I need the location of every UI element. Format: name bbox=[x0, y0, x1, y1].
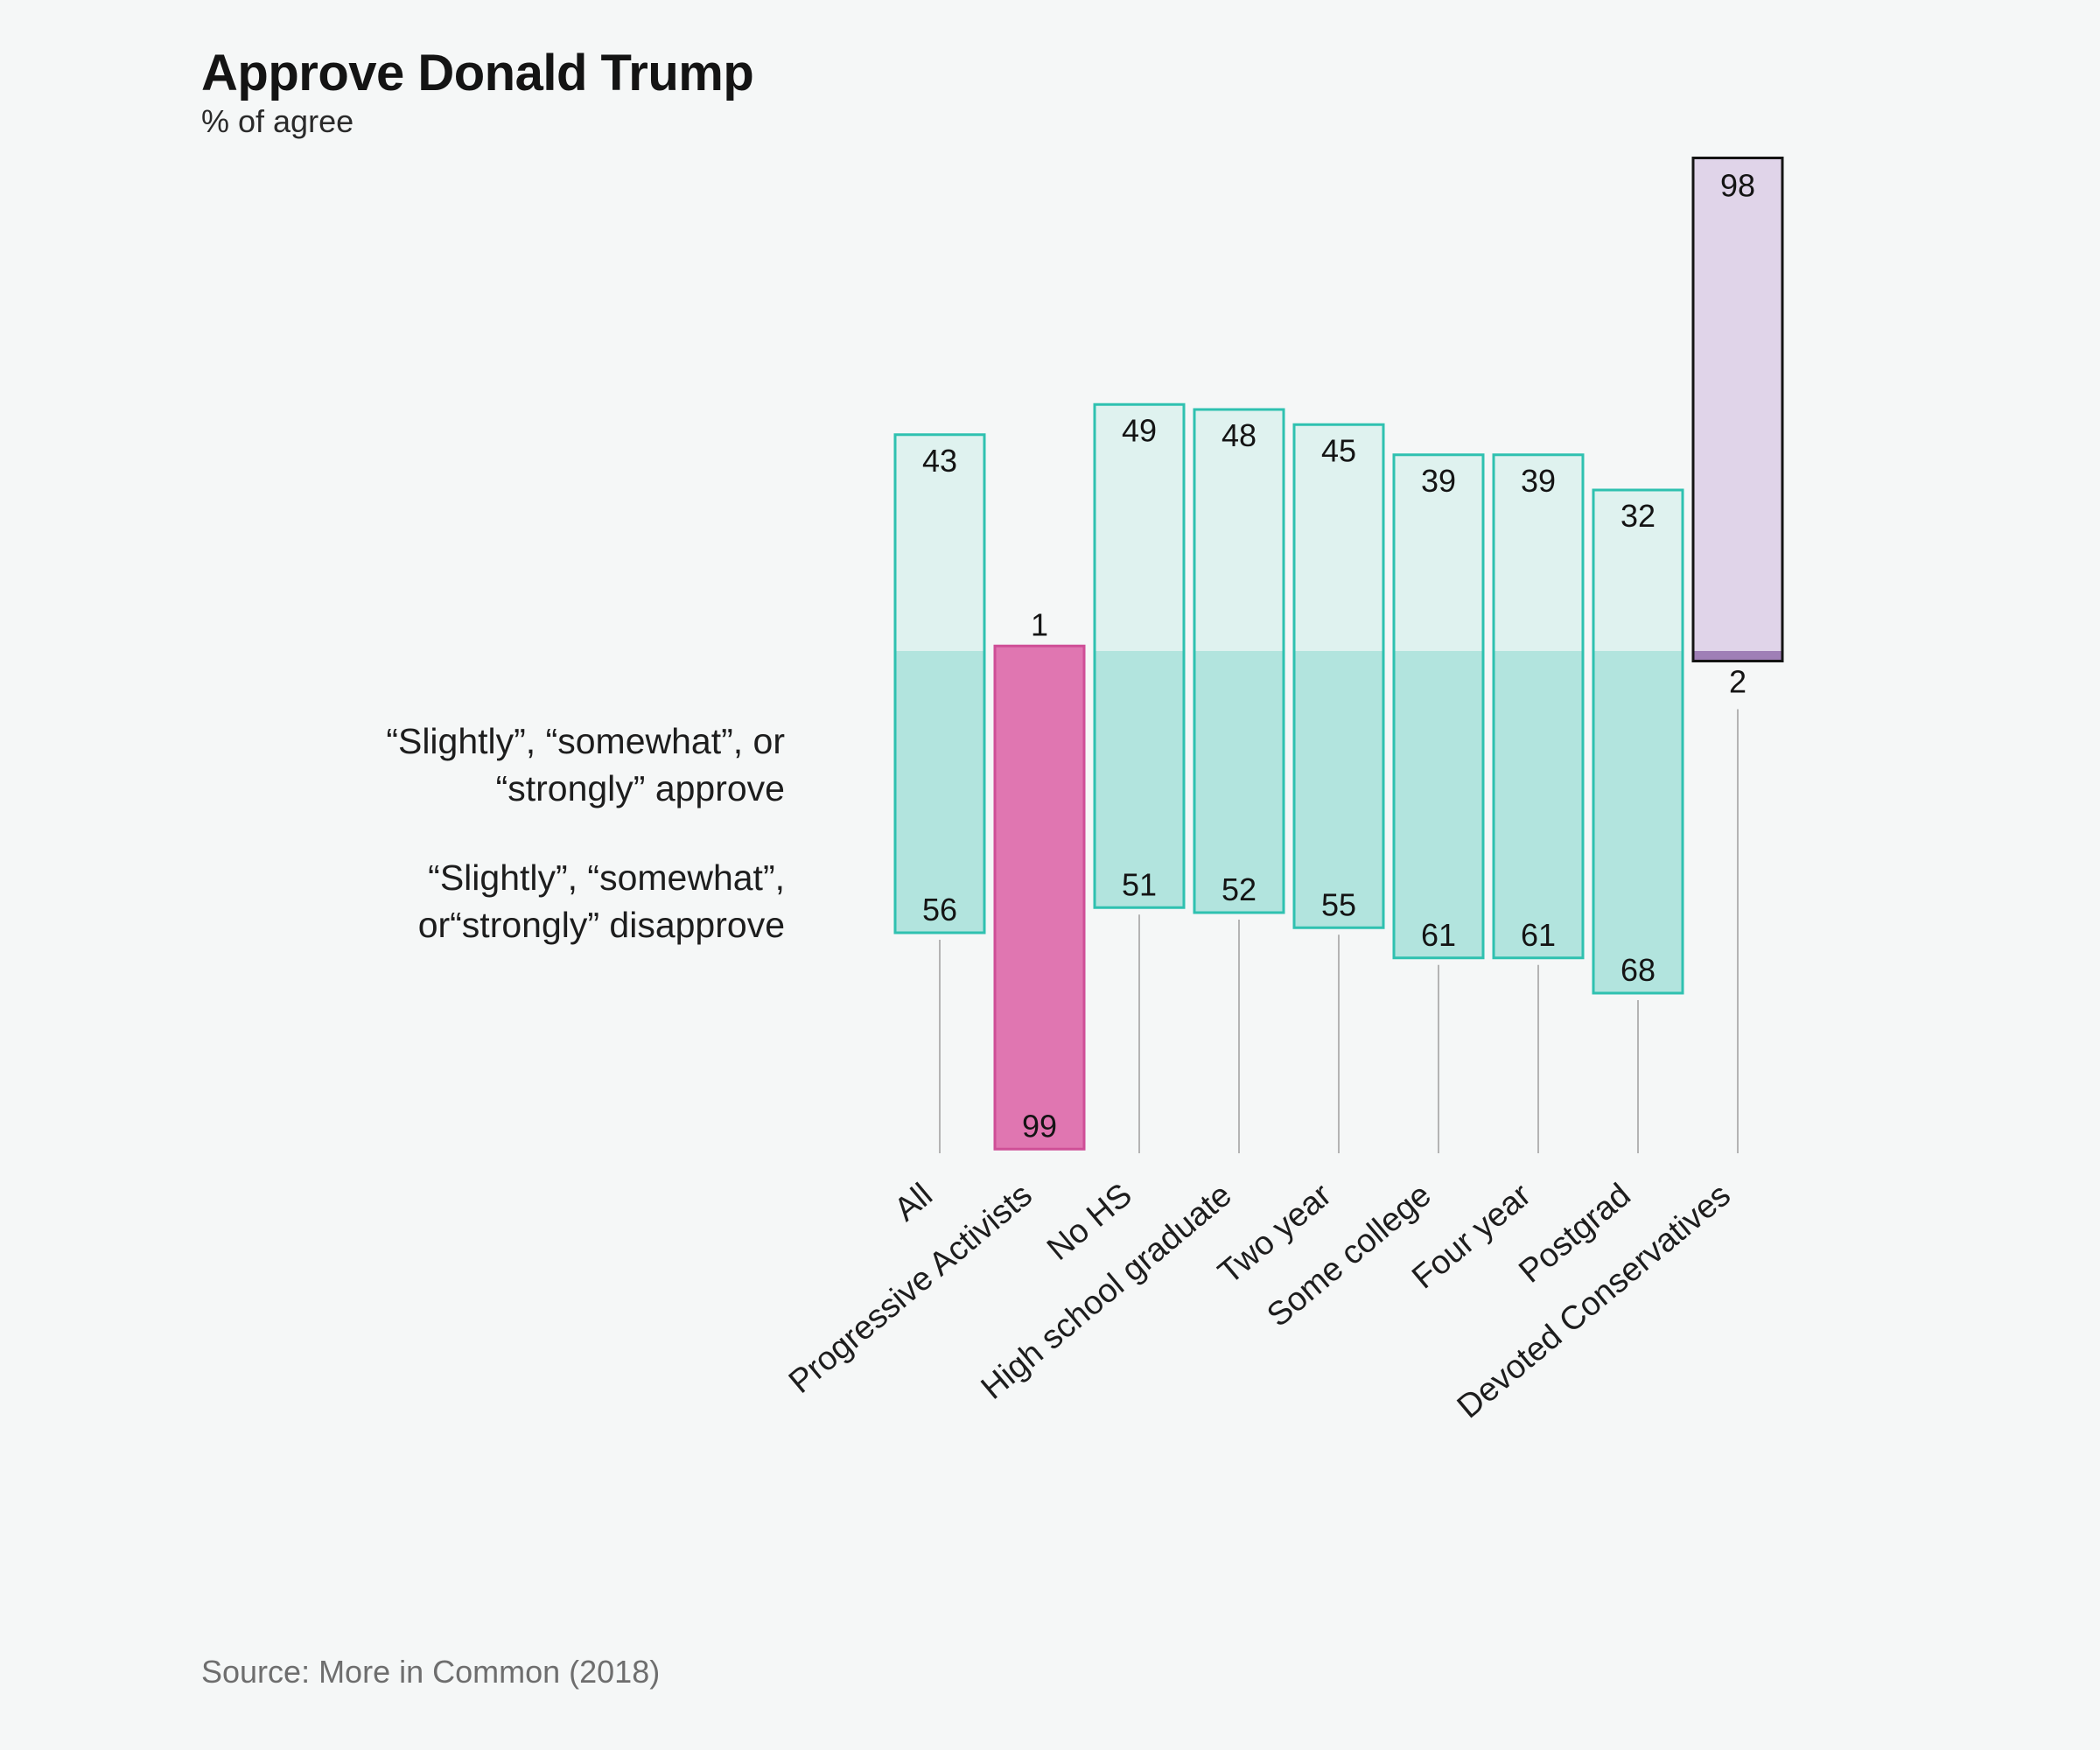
legend-approve: “Slightly”, “somewhat”, or “strongly” ap… bbox=[172, 718, 785, 812]
legend-approve-line1: “Slightly”, “somewhat”, or bbox=[386, 721, 785, 761]
value-approve-all: 43 bbox=[922, 443, 957, 479]
bar-disapprove-no-hs bbox=[1095, 651, 1184, 908]
bar-approve-no-hs bbox=[1095, 404, 1184, 651]
bar-disapprove-two-year bbox=[1294, 651, 1383, 928]
bar-outline-some-college bbox=[1392, 453, 1485, 960]
value-disapprove-high-school-graduate: 52 bbox=[1222, 872, 1256, 907]
value-disapprove-devoted-conservatives: 2 bbox=[1729, 664, 1746, 700]
bar-disapprove-high-school-graduate bbox=[1194, 651, 1284, 913]
legend-disapprove-line2: or“strongly” disapprove bbox=[417, 905, 785, 945]
value-disapprove-no-hs: 51 bbox=[1122, 866, 1157, 902]
value-approve-high-school-graduate: 48 bbox=[1222, 417, 1256, 453]
chart-title: Approve Donald Trump bbox=[201, 45, 754, 102]
bar-outline-postgrad bbox=[1592, 488, 1684, 995]
legend-approve-line2: “strongly” approve bbox=[495, 768, 785, 808]
value-disapprove-some-college: 61 bbox=[1421, 917, 1456, 953]
value-approve-four-year: 39 bbox=[1521, 463, 1556, 499]
legend-disapprove: “Slightly”, “somewhat”, or“strongly” dis… bbox=[172, 854, 785, 948]
bar-outline-progressive-activists bbox=[993, 644, 1086, 1151]
bar-outline-high-school-graduate bbox=[1193, 408, 1285, 914]
value-disapprove-four-year: 61 bbox=[1521, 917, 1556, 953]
bar-approve-all bbox=[895, 434, 984, 651]
bar-approve-postgrad bbox=[1593, 490, 1683, 651]
bar-outline-no-hs bbox=[1093, 402, 1186, 909]
chart-subtitle: % of agree bbox=[201, 103, 354, 139]
value-approve-devoted-conservatives: 98 bbox=[1720, 168, 1755, 204]
value-approve-two-year: 45 bbox=[1321, 432, 1356, 468]
value-approve-some-college: 39 bbox=[1421, 463, 1456, 499]
value-disapprove-postgrad: 68 bbox=[1620, 952, 1656, 988]
value-disapprove-all: 56 bbox=[922, 892, 957, 928]
bar-disapprove-four-year bbox=[1494, 651, 1583, 958]
bar-approve-two-year bbox=[1294, 424, 1383, 651]
legend-disapprove-line1: “Slightly”, “somewhat”, bbox=[428, 858, 785, 898]
bar-outline-devoted-conservatives bbox=[1691, 157, 1784, 662]
bar-disapprove-progressive-activists bbox=[995, 651, 1084, 1150]
bar-approve-four-year bbox=[1494, 454, 1583, 651]
bar-outline-all bbox=[893, 433, 986, 934]
value-disapprove-two-year: 55 bbox=[1321, 886, 1356, 922]
bar-disapprove-postgrad bbox=[1593, 651, 1683, 993]
bar-outline-two-year bbox=[1292, 423, 1385, 929]
bar-approve-some-college bbox=[1394, 454, 1483, 651]
value-approve-progressive-activists: 1 bbox=[1031, 606, 1048, 642]
bar-approve-devoted-conservatives bbox=[1693, 158, 1782, 651]
bar-disapprove-all bbox=[895, 651, 984, 933]
value-disapprove-progressive-activists: 99 bbox=[1022, 1108, 1057, 1144]
bar-approve-high-school-graduate bbox=[1194, 410, 1284, 651]
bar-outline-four-year bbox=[1492, 453, 1585, 960]
bar-disapprove-devoted-conservatives bbox=[1693, 651, 1782, 662]
source-note: Source: More in Common (2018) bbox=[201, 1654, 661, 1690]
category-label-all: All bbox=[887, 1177, 939, 1228]
bar-approve-progressive-activists bbox=[995, 646, 1084, 651]
value-approve-postgrad: 32 bbox=[1620, 498, 1656, 534]
value-approve-no-hs: 49 bbox=[1122, 412, 1157, 448]
bar-disapprove-some-college bbox=[1394, 651, 1483, 958]
